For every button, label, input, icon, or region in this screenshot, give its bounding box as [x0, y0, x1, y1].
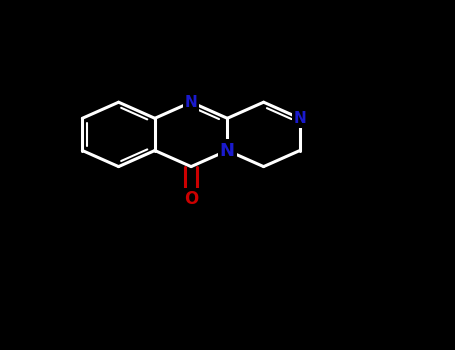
Text: N: N [185, 95, 197, 110]
Text: O: O [184, 190, 198, 208]
Text: N: N [220, 141, 235, 160]
Text: N: N [293, 111, 306, 126]
